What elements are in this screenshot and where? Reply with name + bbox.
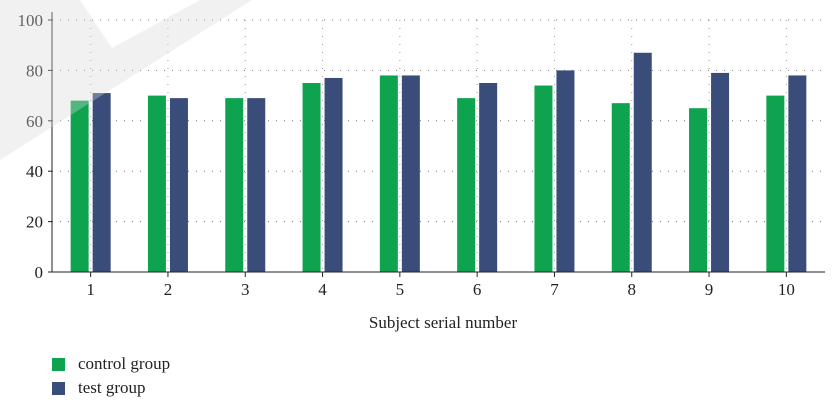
bar-control-4	[302, 83, 321, 272]
legend-swatch-control	[52, 357, 65, 371]
legend-swatch-test	[52, 381, 65, 395]
legend-item-test: test group	[52, 376, 170, 400]
legend-label-control: control group	[78, 354, 171, 373]
bar-test-9	[711, 72, 730, 272]
bar-control-6	[457, 98, 476, 273]
x-tick-label: 1	[86, 280, 95, 299]
x-tick-label: 6	[473, 280, 482, 299]
x-tick-label: 5	[396, 280, 405, 299]
bar-control-9	[689, 108, 708, 272]
bar-control-1	[70, 100, 89, 272]
bar-test-8	[633, 52, 652, 273]
bar-control-8	[611, 103, 630, 272]
bar-control-3	[225, 98, 244, 273]
y-tick-label: 40	[26, 162, 43, 181]
x-tick-label: 9	[705, 280, 714, 299]
legend: control group test group	[52, 352, 170, 400]
legend-item-control: control group	[52, 352, 170, 376]
x-axis-title: Subject serial number	[369, 313, 518, 332]
x-tick-label: 7	[550, 280, 559, 299]
gridlines	[52, 19, 825, 272]
bar-test-7	[556, 70, 575, 273]
axes	[48, 12, 825, 277]
bar-test-5	[401, 75, 420, 272]
x-tick-label: 10	[778, 280, 795, 299]
y-tick-label: 0	[35, 263, 44, 282]
x-tick-label: 8	[628, 280, 637, 299]
bar-test-4	[324, 77, 343, 273]
legend-label-test: test group	[78, 378, 146, 397]
y-tick-label: 60	[26, 112, 43, 131]
y-tick-label: 80	[26, 61, 43, 80]
bar-test-6	[479, 83, 498, 272]
bar-control-2	[147, 95, 166, 272]
bar-test-10	[788, 75, 807, 272]
y-tick-label: 100	[18, 11, 44, 30]
x-tick-label: 3	[241, 280, 250, 299]
bars	[70, 52, 807, 273]
bar-control-7	[534, 85, 553, 273]
bar-control-10	[766, 95, 785, 272]
x-tick-label: 2	[164, 280, 173, 299]
y-tick-labels: 0 20 40 60 80 100	[18, 11, 44, 282]
bar-test-2	[169, 98, 188, 273]
bar-chart: 0 20 40 60 80 100 1 2 3 4 5 6 7 8 9 10 Subject serial …	[18, 11, 825, 332]
x-tick-label: 4	[318, 280, 327, 299]
bar-test-3	[247, 98, 266, 273]
x-tick-labels: 1 2 3 4 5 6 7 8 9 10	[86, 280, 794, 299]
y-tick-label: 20	[26, 213, 43, 232]
bar-test-1	[92, 93, 111, 272]
bar-control-5	[379, 75, 398, 272]
